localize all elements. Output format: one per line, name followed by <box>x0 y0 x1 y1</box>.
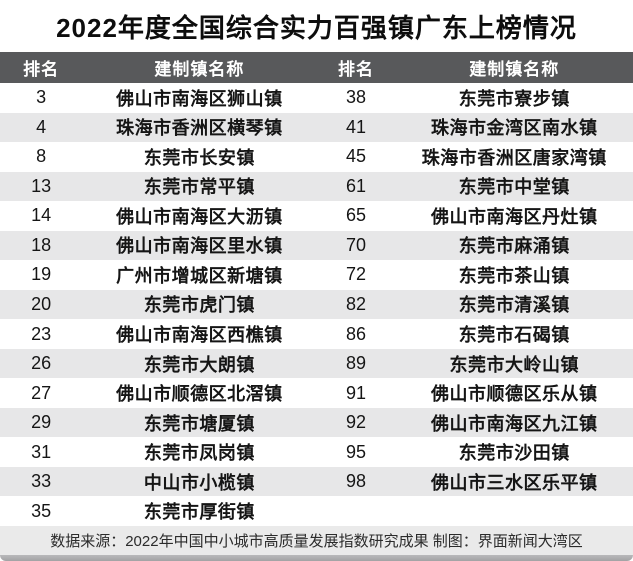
table-row: 35 东莞市厚街镇 <box>0 496 633 526</box>
rank-cell-left: 35 <box>31 500 52 521</box>
town-cell-right: 佛山市南海区九江镇 <box>431 413 598 434</box>
table-row: 20 东莞市虎门镇 82 东莞市清溪镇 <box>0 289 633 320</box>
town-cell-right: 佛山市南海区丹灶镇 <box>431 206 598 227</box>
header-town-right: 建制镇名称 <box>469 60 560 79</box>
table-row: 31 东莞市凤岗镇 95 东莞市沙田镇 <box>0 437 633 467</box>
table-row: 3 佛山市南海区狮山镇 38 东莞市寮步镇 <box>0 83 633 113</box>
town-cell-right: 佛山市三水区乐平镇 <box>431 472 598 493</box>
town-cell-right: 珠海市金湾区南水镇 <box>431 118 598 139</box>
rank-cell-left: 20 <box>31 293 52 314</box>
town-cell-left: 广州市增城区新塘镇 <box>116 265 283 286</box>
rank-cell-right: 89 <box>346 353 367 374</box>
rank-cell-left: 3 <box>36 87 47 108</box>
town-cell-right: 珠海市香洲区唐家湾镇 <box>421 147 607 168</box>
header-town-left: 建制镇名称 <box>154 60 245 79</box>
rank-cell-right: 70 <box>346 234 367 255</box>
rank-cell-left: 31 <box>31 441 52 462</box>
town-cell-left: 中山市小榄镇 <box>143 472 255 493</box>
table-header-row: 排名 建制镇名称 排名 建制镇名称 <box>0 52 633 83</box>
rank-cell-left: 4 <box>36 116 47 137</box>
rank-cell-right: 45 <box>346 146 367 167</box>
table-row: 13 东莞市常平镇 61 东莞市中堂镇 <box>0 171 633 202</box>
table-row: 29 东莞市塘厦镇 92 佛山市南海区九江镇 <box>0 407 633 438</box>
town-cell-left: 东莞市长安镇 <box>143 147 255 168</box>
rank-cell-right: 41 <box>346 116 367 137</box>
table-body: 3 佛山市南海区狮山镇 38 东莞市寮步镇 4 珠海市香洲区横琴镇 41 珠海市… <box>0 83 633 526</box>
table-row: 26 东莞市大朗镇 89 东莞市大岭山镇 <box>0 348 633 379</box>
table-row: 8 东莞市长安镇 45 珠海市香洲区唐家湾镇 <box>0 142 633 172</box>
rank-cell-right: 91 <box>346 382 367 403</box>
table-row: 33 中山市小榄镇 98 佛山市三水区乐平镇 <box>0 466 633 497</box>
town-cell-left: 佛山市南海区大沥镇 <box>116 206 283 227</box>
town-cell-left: 珠海市香洲区横琴镇 <box>116 118 283 139</box>
title-bar: 2022年度全国综合实力百强镇广东上榜情况 <box>0 0 633 52</box>
source-note: 数据来源：2022年中国中小城市高质量发展指数研究成果 制图：界面新闻大湾区 <box>50 533 583 550</box>
rank-cell-left: 23 <box>31 323 52 344</box>
rank-cell-right: 86 <box>346 323 367 344</box>
town-cell-right: 东莞市清溪镇 <box>458 295 570 316</box>
rank-cell-left: 18 <box>31 234 52 255</box>
header-rank-left: 排名 <box>23 60 60 79</box>
table-row: 14 佛山市南海区大沥镇 65 佛山市南海区丹灶镇 <box>0 201 633 231</box>
table-row: 27 佛山市顺德区北滘镇 91 佛山市顺德区乐从镇 <box>0 378 633 408</box>
rank-cell-left: 14 <box>31 205 52 226</box>
town-cell-left: 佛山市南海区西樵镇 <box>116 325 283 346</box>
town-cell-right: 东莞市中堂镇 <box>458 177 570 198</box>
table-row: 4 珠海市香洲区横琴镇 41 珠海市金湾区南水镇 <box>0 112 633 143</box>
town-cell-right: 东莞市麻涌镇 <box>458 236 570 257</box>
rank-cell-right: 38 <box>346 87 367 108</box>
table-row: 18 佛山市南海区里水镇 70 东莞市麻涌镇 <box>0 230 633 261</box>
town-cell-left: 佛山市南海区狮山镇 <box>116 88 283 109</box>
town-cell-left: 佛山市南海区里水镇 <box>116 236 283 257</box>
town-cell-left: 东莞市虎门镇 <box>143 295 255 316</box>
rank-cell-left: 26 <box>31 353 52 374</box>
town-cell-right: 东莞市石碣镇 <box>458 325 570 346</box>
rank-cell-right: 61 <box>346 175 367 196</box>
rank-cell-right: 95 <box>346 441 367 462</box>
footer-bar: 数据来源：2022年中国中小城市高质量发展指数研究成果 制图：界面新闻大湾区 <box>0 526 633 555</box>
town-cell-right: 东莞市沙田镇 <box>458 443 570 464</box>
town-cell-left: 佛山市顺德区北滘镇 <box>116 384 283 405</box>
town-cell-left: 东莞市常平镇 <box>143 177 255 198</box>
town-cell-left: 东莞市厚街镇 <box>143 502 255 523</box>
rank-cell-right: 72 <box>346 264 367 285</box>
town-cell-right: 东莞市茶山镇 <box>458 265 570 286</box>
rank-cell-right: 92 <box>346 412 367 433</box>
page-title: 2022年度全国综合实力百强镇广东上榜情况 <box>56 12 577 43</box>
town-cell-left: 东莞市大朗镇 <box>143 354 255 375</box>
rank-cell-left: 8 <box>36 146 47 167</box>
header-rank-right: 排名 <box>338 60 375 79</box>
rank-cell-left: 29 <box>31 412 52 433</box>
rank-cell-left: 19 <box>31 264 52 285</box>
town-cell-left: 东莞市凤岗镇 <box>143 443 255 464</box>
rank-cell-left: 13 <box>31 175 52 196</box>
town-cell-right: 佛山市顺德区乐从镇 <box>431 384 598 405</box>
town-cell-right: 东莞市大岭山镇 <box>449 354 580 375</box>
rank-cell-left: 33 <box>31 471 52 492</box>
rank-cell-right: 82 <box>346 293 367 314</box>
rank-cell-left: 27 <box>31 382 52 403</box>
table-row: 19 广州市增城区新塘镇 72 东莞市茶山镇 <box>0 260 633 290</box>
town-cell-left: 东莞市塘厦镇 <box>143 413 255 434</box>
bottom-edge-strip <box>0 555 633 561</box>
rank-cell-right: 98 <box>346 471 367 492</box>
rank-cell-right: 65 <box>346 205 367 226</box>
table-row: 23 佛山市南海区西樵镇 86 东莞市石碣镇 <box>0 319 633 349</box>
town-cell-right: 东莞市寮步镇 <box>458 88 570 109</box>
